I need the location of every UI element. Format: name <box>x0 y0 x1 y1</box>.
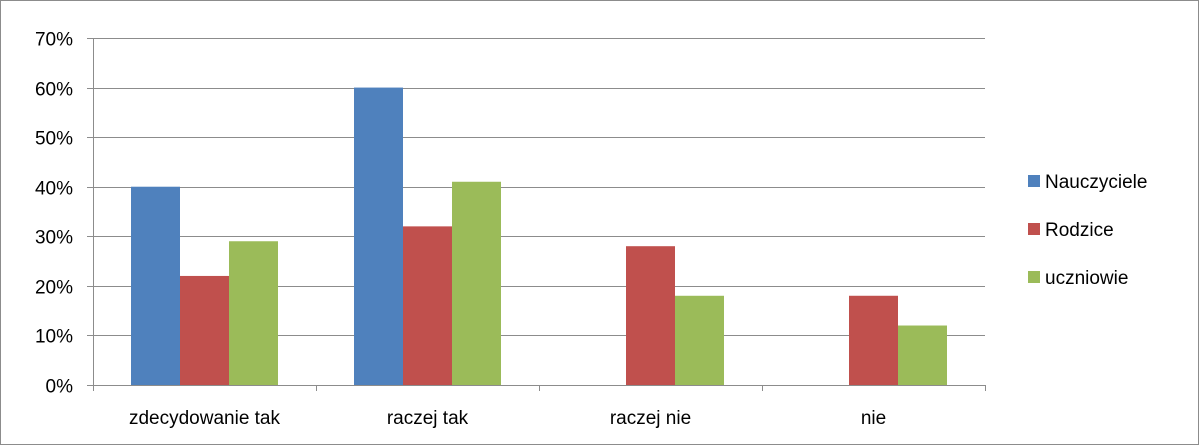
bar-uczniowie-raczej tak <box>452 181 501 385</box>
y-tick-label: 0% <box>46 377 74 398</box>
y-tick-label: 60% <box>35 80 73 101</box>
legend-label-Rodzice: Rodzice <box>1045 220 1114 241</box>
bars <box>131 87 947 386</box>
axes <box>87 38 986 391</box>
legend-label-uczniowie: uczniowie <box>1045 268 1128 289</box>
legend-swatch-uczniowie <box>1028 271 1040 283</box>
y-tick-label: 70% <box>35 30 73 51</box>
legend-swatch-Nauczyciele <box>1028 175 1040 187</box>
legend-label-Nauczyciele: Nauczyciele <box>1045 172 1147 193</box>
bar-uczniowie-raczej nie <box>675 295 724 385</box>
y-tick-label: 20% <box>35 278 73 299</box>
bar-Rodzice-zdecydowanie tak <box>180 275 229 385</box>
x-tick-label: raczej tak <box>387 408 469 429</box>
bar-Rodzice-nie <box>849 295 898 385</box>
y-tick-label: 50% <box>35 129 73 150</box>
x-tick-label: zdecydowanie tak <box>129 408 281 429</box>
y-tick-label: 10% <box>35 327 73 348</box>
x-tick-labels: zdecydowanie tak raczej tak raczej nie nie <box>129 408 886 429</box>
legend: Nauczyciele Rodzice uczniowie <box>1028 172 1147 289</box>
bar-Nauczyciele-zdecydowanie tak <box>131 186 180 385</box>
legend-swatch-Rodzice <box>1028 223 1040 235</box>
x-tick-label: nie <box>861 408 886 429</box>
x-tick-label: raczej nie <box>610 408 691 429</box>
bar-uczniowie-zdecydowanie tak <box>229 241 278 385</box>
y-tick-label: 40% <box>35 179 73 200</box>
y-tick-labels: 0% 10% 20% 30% 40% 50% 60% 70% <box>35 30 73 398</box>
bar-uczniowie-nie <box>898 325 947 385</box>
bar-Nauczyciele-raczej tak <box>354 87 403 386</box>
bar-Rodzice-raczej tak <box>403 226 452 385</box>
bar-Rodzice-raczej nie <box>626 246 675 385</box>
y-tick-label: 30% <box>35 228 73 249</box>
